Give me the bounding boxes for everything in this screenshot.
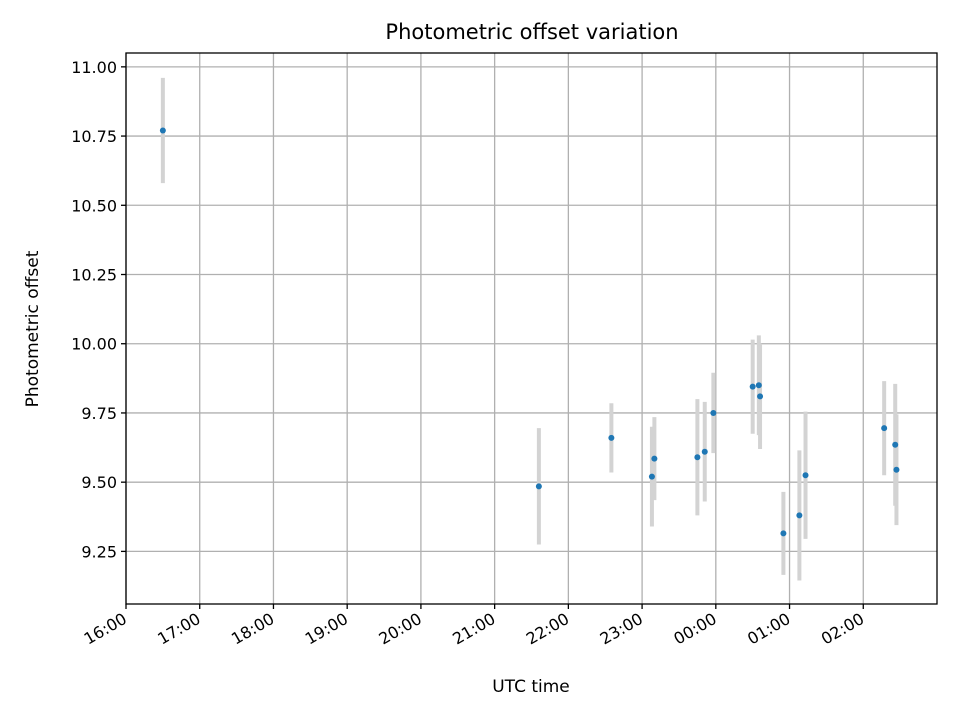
x-tick-label: 01:00	[744, 609, 793, 649]
data-point	[796, 512, 803, 519]
chart-title: Photometric offset variation	[385, 20, 678, 44]
y-tick-label: 9.50	[81, 473, 117, 492]
x-tick-label: 16:00	[81, 609, 130, 649]
y-tick-label: 10.50	[71, 196, 117, 215]
data-point	[757, 393, 764, 400]
x-tick-label: 21:00	[449, 609, 498, 649]
data-point	[755, 382, 762, 389]
data-point	[780, 530, 787, 537]
data-point	[694, 454, 701, 461]
data-point	[881, 425, 888, 432]
plot-frame	[125, 52, 938, 605]
y-axis-ticks: 9.25 9.50 9.75 10.00 10.25 10.50 10.75 11.00	[71, 58, 126, 561]
data-point	[608, 434, 615, 441]
y-tick-label: 9.75	[81, 404, 117, 423]
data-point	[535, 483, 542, 490]
x-axis-label: UTC time	[492, 677, 570, 697]
x-tick-label: 19:00	[302, 609, 351, 649]
data-point	[893, 466, 900, 473]
data-point	[648, 473, 655, 480]
x-tick-label: 18:00	[228, 609, 277, 649]
data-point	[749, 383, 756, 390]
x-tick-label: 00:00	[670, 609, 719, 649]
y-tick-label: 11.00	[71, 58, 117, 77]
data-point	[802, 472, 809, 479]
y-tick-label: 9.25	[81, 542, 117, 561]
y-axis-label: Photometric offset	[23, 250, 43, 407]
x-tick-label: 17:00	[154, 609, 203, 649]
y-tick-label: 10.00	[71, 335, 117, 354]
x-tick-label: 20:00	[375, 609, 424, 649]
data-point	[892, 441, 899, 448]
x-axis-ticks: 16:00 17:00 18:00 19:00 20:00 21:00 22:00 23:00…	[81, 604, 867, 649]
y-tick-label: 10.75	[71, 127, 117, 146]
x-tick-label: 22:00	[523, 609, 572, 649]
x-tick-label: 23:00	[597, 609, 646, 649]
data-points	[159, 127, 900, 537]
x-tick-label: 02:00	[818, 609, 867, 649]
grid	[125, 53, 937, 604]
y-tick-label: 10.25	[71, 266, 117, 285]
data-point	[651, 455, 658, 462]
data-point	[710, 409, 717, 416]
data-point	[159, 127, 166, 134]
data-point	[701, 448, 708, 455]
